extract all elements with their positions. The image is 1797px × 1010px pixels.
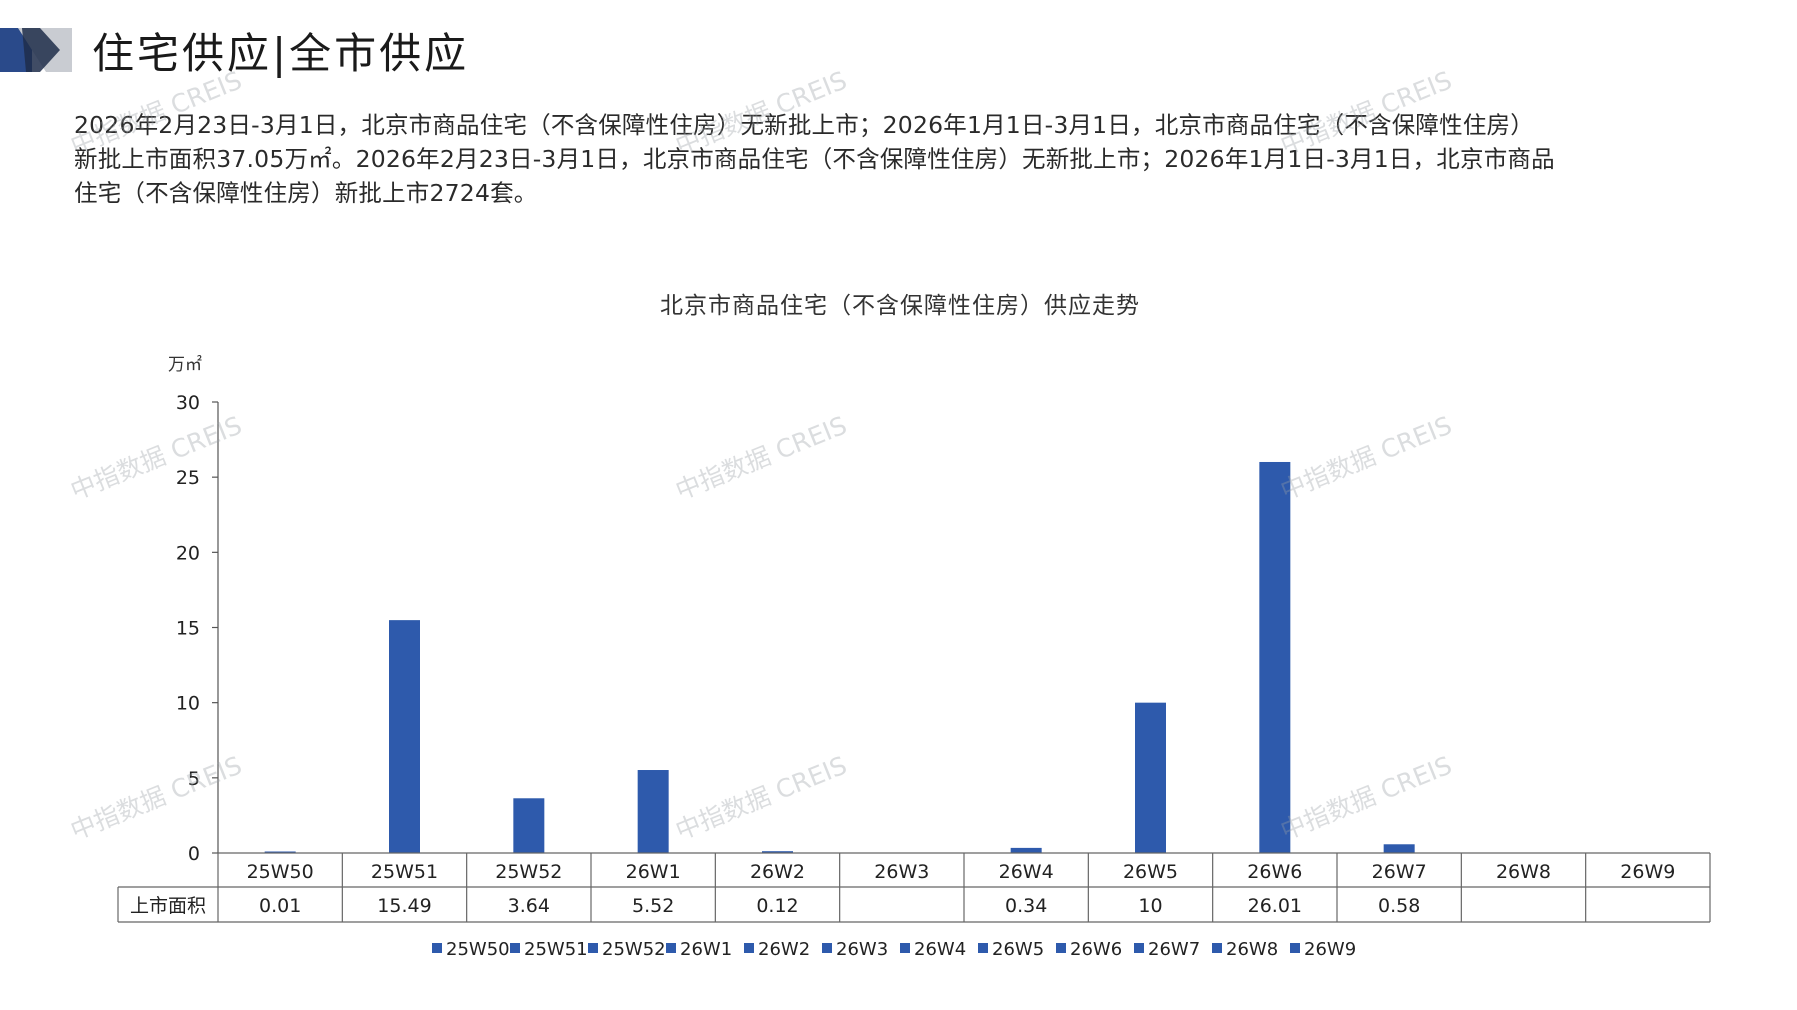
bar-26W5 [1135,702,1166,853]
y-tick-label: 20 [176,542,200,564]
legend-item-label: 26W1 [680,939,732,960]
legend-swatch [1290,943,1300,953]
watermark-text: 中指数据 CREIS [1276,411,1455,506]
x-category-label: 25W52 [495,861,562,883]
y-axis-unit-label: 万㎡ [168,355,202,375]
x-category-label: 26W6 [1247,861,1302,883]
x-category-label: 26W8 [1496,861,1551,883]
summary-line: 2026年2月23日-3月1日，北京市商品住宅（不含保障性住房）无新批上市；20… [74,111,1534,139]
watermark-text: 中指数据 CREIS [66,751,245,846]
y-tick-label: 15 [176,618,200,640]
legend-swatch [510,943,520,953]
legend-swatch [432,943,442,953]
x-category-label: 26W2 [750,861,805,883]
legend-swatch [900,943,910,953]
brand-logo-mark [0,28,72,72]
table-value-cell: 0.01 [259,895,301,917]
legend-item-label: 26W9 [1304,939,1356,960]
legend-item-label: 26W4 [914,939,966,960]
page-title: 住宅供应|全市供应 [92,29,470,78]
legend-swatch [666,943,676,953]
bar-26W2 [762,851,793,853]
x-category-label: 25W50 [247,861,314,883]
legend-item-label: 26W2 [758,939,810,960]
table-value-cell: 0.12 [756,895,798,917]
x-category-label: 26W9 [1620,861,1675,883]
bar-25W52 [513,798,545,853]
bar-26W6 [1259,461,1291,853]
summary-line: 新批上市面积37.05万㎡。2026年2月23日-3月1日，北京市商品住宅（不含… [74,145,1555,173]
summary-text: 2026年2月23日-3月1日，北京市商品住宅（不含保障性住房）无新批上市；20… [74,108,1754,210]
table-series-name: 上市面积 [130,895,206,917]
table-value-cell: 5.52 [632,895,674,917]
legend-item-label: 25W51 [524,939,588,960]
bar-26W4 [1010,847,1042,853]
legend-item-label: 26W5 [992,939,1044,960]
table-value-cell: 15.49 [377,895,431,917]
table-value-cell: 0.34 [1005,895,1047,917]
legend-swatch [822,943,832,953]
y-tick-label: 10 [176,693,200,715]
watermark-text: 中指数据 CREIS [66,66,245,161]
legend-item-label: 26W6 [1070,939,1122,960]
watermark-text: 中指数据 CREIS [671,411,850,506]
table-value-cell: 10 [1138,895,1162,917]
chart-title: 北京市商品住宅（不含保障性住房）供应走势 [660,293,1140,319]
y-tick-label: 0 [188,843,200,865]
table-value-cell: 0.58 [1378,895,1420,917]
bar-25W51 [389,620,420,853]
legend-swatch [978,943,988,953]
bar-25W50 [264,851,296,853]
y-tick-label: 25 [176,467,200,489]
y-tick-label: 5 [188,768,200,790]
legend-swatch [1056,943,1066,953]
y-tick-label: 30 [176,392,200,414]
watermark-text: 中指数据 CREIS [671,751,850,846]
legend-item-label: 26W7 [1148,939,1200,960]
legend-swatch [1134,943,1144,953]
watermark-text: 中指数据 CREIS [66,411,245,506]
x-category-label: 26W7 [1372,861,1427,883]
x-category-label: 25W51 [371,861,438,883]
bar-26W1 [637,770,669,853]
legend-item-label: 25W52 [602,939,666,960]
table-value-cell: 3.64 [508,895,550,917]
x-category-label: 26W4 [999,861,1054,883]
legend-swatch [1212,943,1222,953]
watermark-text: 中指数据 CREIS [671,66,850,161]
x-category-label: 26W1 [626,861,681,883]
watermark-text: 中指数据 CREIS [1276,751,1455,846]
bar-26W7 [1383,844,1415,853]
x-category-label: 26W5 [1123,861,1178,883]
legend-item-label: 26W8 [1226,939,1278,960]
legend-swatch [744,943,754,953]
watermark-text: 中指数据 CREIS [1276,66,1455,161]
legend-item-label: 26W3 [836,939,888,960]
legend-swatch [588,943,598,953]
summary-line: 住宅（不含保障性住房）新批上市2724套。 [74,179,538,207]
x-category-label: 26W3 [874,861,929,883]
table-value-cell: 26.01 [1248,895,1302,917]
legend-item-label: 25W50 [446,939,510,960]
